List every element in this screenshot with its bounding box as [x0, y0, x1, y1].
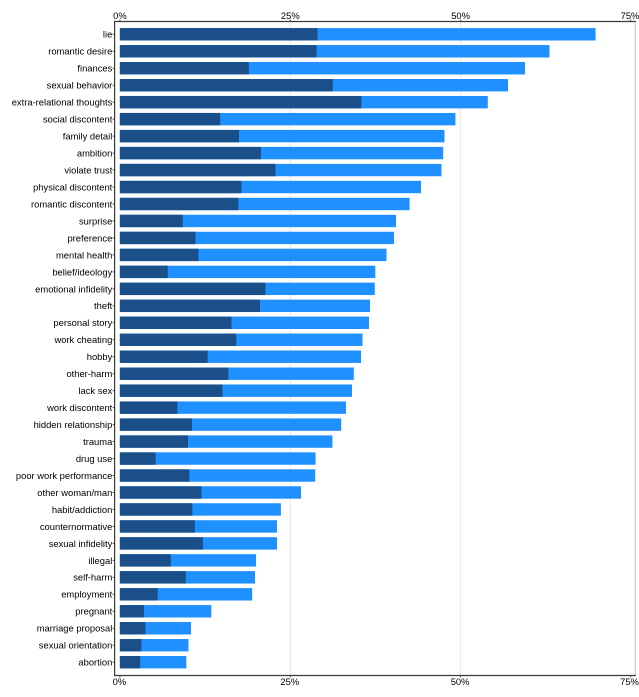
svg-text:physical discontent: physical discontent	[33, 181, 113, 192]
svg-text:violate trust: violate trust	[64, 164, 112, 175]
svg-text:hidden relationship: hidden relationship	[34, 419, 113, 430]
svg-text:work cheating: work cheating	[53, 334, 112, 345]
svg-text:25%: 25%	[280, 676, 299, 687]
svg-text:abortion: abortion	[78, 657, 112, 668]
svg-text:surprise: surprise	[79, 215, 112, 226]
svg-text:trauma: trauma	[83, 436, 113, 447]
svg-text:hobby: hobby	[87, 351, 113, 362]
svg-text:preference: preference	[67, 232, 112, 243]
svg-text:ambition: ambition	[77, 147, 112, 158]
svg-text:counternormative: counternormative	[40, 521, 112, 532]
svg-text:habit/addiction: habit/addiction	[52, 504, 112, 515]
svg-text:lie: lie	[103, 29, 112, 40]
svg-text:extra-relational thoughts: extra-relational thoughts	[12, 97, 113, 108]
svg-text:finances: finances	[77, 63, 112, 74]
svg-text:social discontent: social discontent	[43, 114, 113, 125]
svg-text:mental health: mental health	[56, 249, 112, 260]
svg-text:personal story: personal story	[53, 317, 112, 328]
svg-text:0%: 0%	[113, 10, 127, 21]
svg-text:family detail: family detail	[63, 131, 113, 142]
svg-text:employment: employment	[61, 589, 112, 600]
svg-text:romantic desire: romantic desire	[48, 46, 112, 57]
svg-text:lack sex: lack sex	[78, 385, 112, 396]
svg-text:50%: 50%	[451, 10, 470, 21]
svg-text:emotional infidelity: emotional infidelity	[35, 283, 112, 294]
svg-text:pregnant: pregnant	[75, 606, 112, 617]
svg-text:sexual behavior: sexual behavior	[47, 80, 113, 91]
svg-text:work discontent: work discontent	[46, 402, 113, 413]
svg-text:0%: 0%	[113, 676, 127, 687]
svg-text:illegal: illegal	[88, 555, 112, 566]
svg-text:poor work performance: poor work performance	[16, 470, 112, 481]
svg-text:50%: 50%	[451, 676, 470, 687]
svg-text:sexual infidelity: sexual infidelity	[49, 538, 113, 549]
svg-text:other-harm: other-harm	[66, 368, 112, 379]
svg-text:25%: 25%	[281, 10, 300, 21]
svg-text:drug use: drug use	[76, 453, 112, 464]
svg-text:belief/ideology: belief/ideology	[52, 266, 112, 277]
svg-text:self-harm: self-harm	[73, 572, 112, 583]
svg-text:sexual orientation: sexual orientation	[39, 640, 113, 651]
svg-text:other woman/man: other woman/man	[37, 487, 112, 498]
svg-text:theft: theft	[94, 300, 113, 311]
svg-text:75%: 75%	[620, 676, 639, 687]
svg-text:75%: 75%	[621, 10, 639, 21]
svg-text:marriage proposal: marriage proposal	[37, 623, 113, 634]
svg-text:romantic discontent: romantic discontent	[31, 198, 113, 209]
